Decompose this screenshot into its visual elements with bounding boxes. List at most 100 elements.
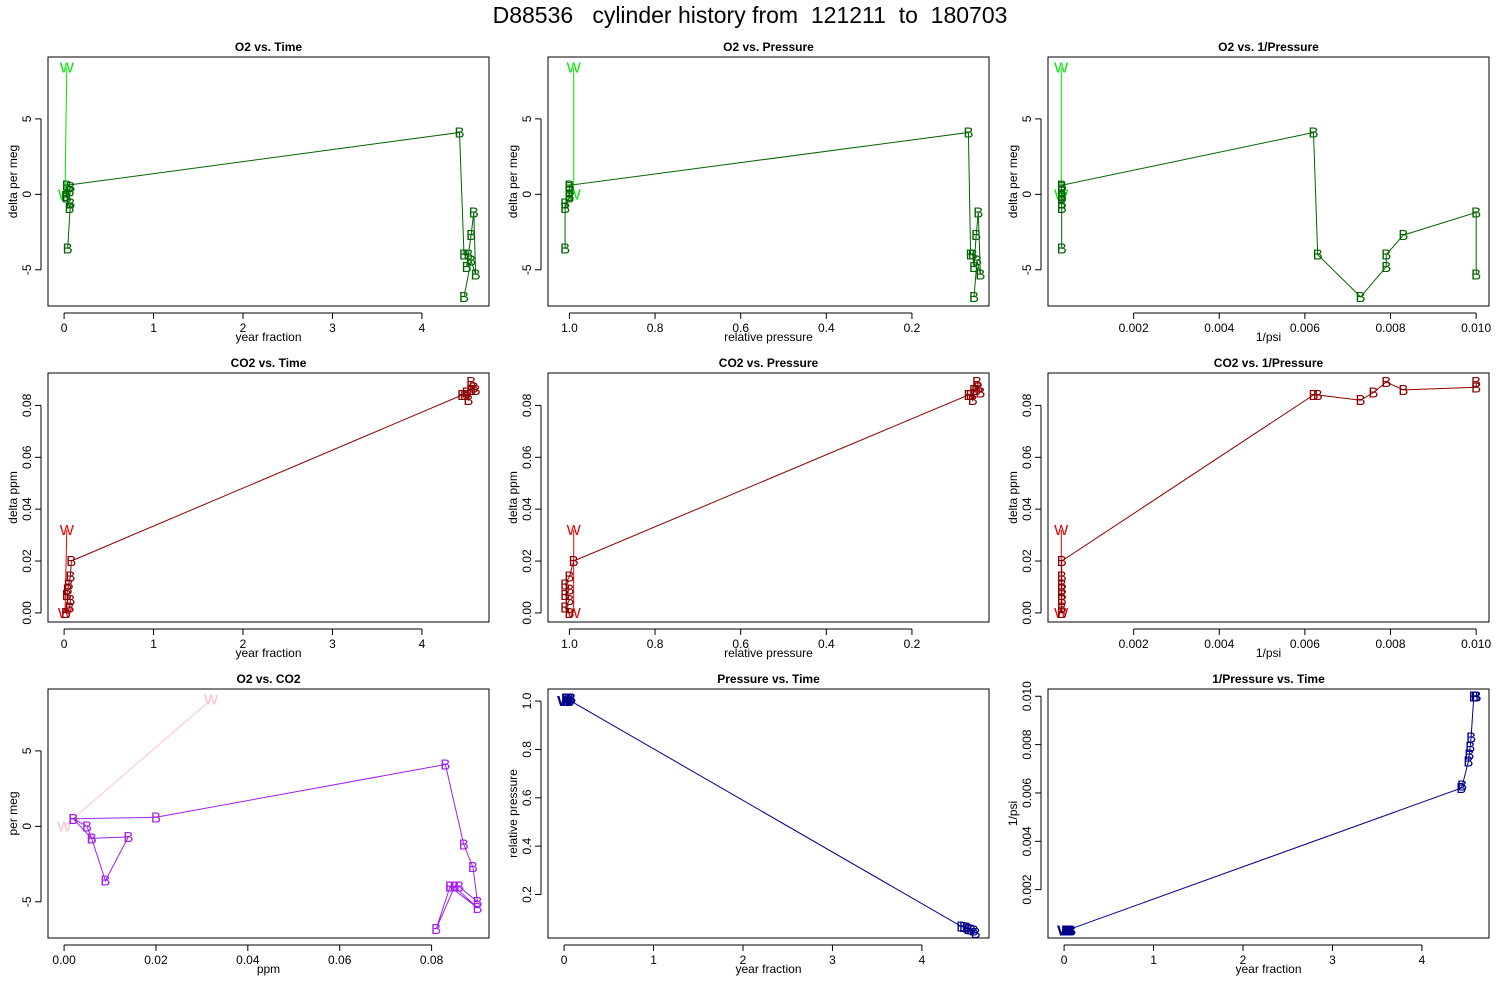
data-point: B xyxy=(64,200,74,217)
data-point: B xyxy=(564,183,574,200)
data-point: B xyxy=(560,576,570,593)
y-tick-label: 0.02 xyxy=(1020,549,1034,573)
x-tick-label: 2 xyxy=(1240,953,1247,967)
chart-panel: CO2 vs. Pressure relative pressure delta p… xyxy=(506,356,990,660)
data-point: B xyxy=(100,873,110,890)
data-point: B xyxy=(564,569,574,586)
data-point: B xyxy=(469,379,479,396)
series-line xyxy=(64,67,68,195)
panel-title: O2 vs. Time xyxy=(235,40,302,54)
data-point: B xyxy=(562,693,572,710)
data-point: B xyxy=(462,259,472,276)
data-point: B xyxy=(65,592,75,609)
data-point: W xyxy=(204,692,219,709)
plot-frame xyxy=(1047,688,1490,939)
y-tick-label: 0.08 xyxy=(20,393,34,417)
data-point: B xyxy=(1456,780,1466,797)
data-point: B xyxy=(564,188,574,205)
x-tick-label: 0.04 xyxy=(236,953,260,967)
y-tick-label: 0.02 xyxy=(520,549,534,573)
data-point: B xyxy=(1356,392,1366,409)
data-point: W xyxy=(567,186,582,203)
data-point: B xyxy=(63,582,73,599)
panel-title: Pressure vs. Time xyxy=(717,672,820,686)
data-point: B xyxy=(1061,923,1071,940)
y-tick-label: 0.00 xyxy=(520,601,534,625)
data-point: B xyxy=(1057,188,1067,205)
data-point: B xyxy=(564,189,574,206)
data-point: B xyxy=(469,204,479,221)
data-point: B xyxy=(564,179,574,196)
data-point: B xyxy=(962,920,972,937)
data-point: B xyxy=(1063,922,1073,939)
data-point: B xyxy=(431,921,441,938)
data-point: B xyxy=(1471,688,1481,705)
x-tick-label: 0.002 xyxy=(1119,637,1149,651)
data-point: B xyxy=(1057,576,1067,593)
data-point: B xyxy=(566,691,576,708)
data-point: B xyxy=(973,204,983,221)
data-point: B xyxy=(564,177,574,194)
y-tick-label: 0.06 xyxy=(1020,445,1034,469)
data-point: B xyxy=(61,188,71,205)
data-point: B xyxy=(65,569,75,586)
data-point: B xyxy=(561,691,571,708)
data-point: B xyxy=(462,384,472,401)
data-point: B xyxy=(968,247,978,264)
x-tick-label: 0.02 xyxy=(144,953,168,967)
data-point: B xyxy=(1057,241,1067,258)
data-point: B xyxy=(565,691,575,708)
data-point: B xyxy=(459,289,469,306)
chart-panel: CO2 vs. 1/Pressure 1/psi delta ppm 0.002 0.0… xyxy=(1006,356,1491,660)
data-point: B xyxy=(65,179,75,196)
x-tick-label: 1.0 xyxy=(561,321,578,335)
data-point: B xyxy=(1465,739,1475,756)
x-tick-label: 0.008 xyxy=(1376,637,1406,651)
series-line xyxy=(63,699,212,827)
data-point: B xyxy=(457,387,467,404)
x-axis-label: 1/psi xyxy=(1256,330,1281,344)
data-point: B xyxy=(454,124,464,141)
y-axis-label: delta per meg xyxy=(1006,145,1020,218)
data-point: B xyxy=(968,392,978,409)
data-point: B xyxy=(459,836,469,853)
x-tick-label: 1.0 xyxy=(561,637,578,651)
data-point: B xyxy=(973,379,983,396)
data-point: B xyxy=(1313,387,1323,404)
x-tick-label: 4 xyxy=(419,637,426,651)
data-point: B xyxy=(1313,247,1323,264)
plot-frame xyxy=(47,56,490,307)
data-point: B xyxy=(560,241,570,258)
panel-title: CO2 vs. Pressure xyxy=(719,356,819,370)
x-tick-label: 4 xyxy=(1419,953,1426,967)
series-line xyxy=(1061,131,1477,298)
data-point: B xyxy=(1471,379,1481,396)
data-point: B xyxy=(563,693,573,710)
data-point: B xyxy=(1381,247,1391,264)
y-axis-label: per meg xyxy=(6,791,20,835)
data-point: B xyxy=(972,253,982,270)
x-tick-label: 0.004 xyxy=(1204,321,1234,335)
plot-frame xyxy=(547,688,990,939)
series-line xyxy=(564,131,981,297)
y-axis-label: delta ppm xyxy=(1006,471,1020,524)
x-axis-label: year fraction xyxy=(735,962,801,976)
data-point: B xyxy=(151,809,161,826)
data-point: B xyxy=(975,384,985,401)
x-tick-label: 0.006 xyxy=(1290,637,1320,651)
x-tick-label: 0.010 xyxy=(1461,637,1491,651)
main-title: D88536 cylinder history from 121211 to 1… xyxy=(492,2,1008,28)
data-point: B xyxy=(62,177,72,194)
data-point: B xyxy=(1368,384,1378,401)
plot-frame xyxy=(47,688,490,939)
data-point: B xyxy=(473,894,483,911)
y-tick-label: -5 xyxy=(20,896,34,907)
data-point: B xyxy=(1471,374,1481,391)
series-line xyxy=(72,763,479,930)
data-point: B xyxy=(1057,582,1067,599)
data-point: B xyxy=(1062,922,1072,939)
data-point: B xyxy=(562,691,572,708)
data-point: B xyxy=(471,382,481,399)
x-tick-label: 0.8 xyxy=(647,637,664,651)
